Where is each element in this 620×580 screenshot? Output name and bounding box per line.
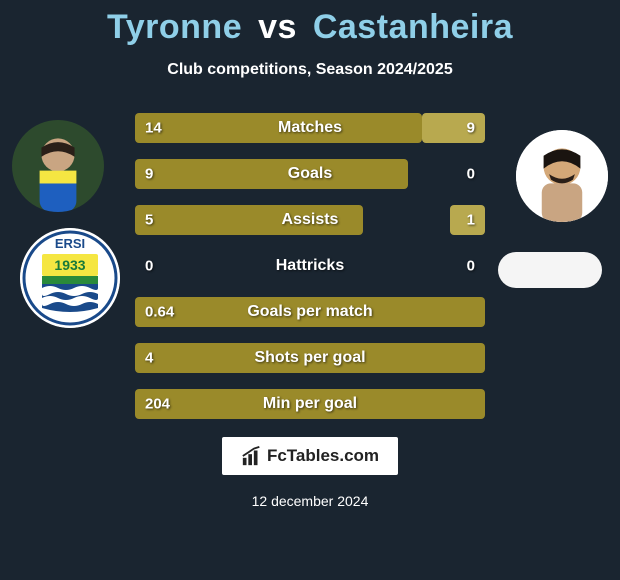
stat-label: Min per goal [135, 395, 485, 413]
season-subtitle: Club competitions, Season 2024/2025 [0, 61, 620, 79]
stat-label: Matches [135, 119, 485, 137]
stat-value-left: 14 [145, 120, 162, 137]
brand-text: FcTables.com [267, 446, 379, 466]
stat-value-left: 204 [145, 396, 170, 413]
date-label: 12 december 2024 [0, 493, 620, 509]
brand-badge: FcTables.com [222, 437, 398, 475]
player-2-name: Castanheira [313, 8, 513, 46]
stat-row: Hattricks0 0 [135, 251, 485, 281]
player-2-avatar-icon [516, 130, 608, 222]
stat-value-right: 1 [467, 212, 475, 229]
stat-label: Hattricks [135, 257, 485, 275]
stat-value-left: 5 [145, 212, 153, 229]
brand-chart-icon [241, 445, 263, 467]
stat-label: Shots per goal [135, 349, 485, 367]
player-2-avatar [516, 130, 608, 222]
comparison-title: Tyronne vs Castanheira [0, 0, 620, 47]
stat-label: Goals [135, 165, 485, 183]
stat-row: Goals per match0.64 [135, 297, 485, 327]
stat-label: Assists [135, 211, 485, 229]
stat-value-right: 0 [467, 258, 475, 275]
stat-row: Min per goal204 [135, 389, 485, 419]
stats-bars: Matches149Goals90Assists51Hattricks00Goa… [135, 113, 485, 419]
player-1-avatar [12, 120, 104, 212]
player-1-name: Tyronne [107, 8, 242, 46]
club-2-logo [498, 252, 602, 288]
svg-text:ERSI: ERSI [55, 236, 85, 251]
club-1-logo-icon: ERSI 1933 [20, 228, 120, 328]
stat-row: Shots per goal4 [135, 343, 485, 373]
stat-value-left: 9 [145, 166, 153, 183]
stat-row: Assists5 1 [135, 205, 485, 235]
stat-row: Matches14 9 [135, 113, 485, 143]
club-1-logo: ERSI 1933 [20, 228, 120, 328]
stat-label: Goals per match [135, 303, 485, 321]
stat-value-left: 4 [145, 350, 153, 367]
vs-label: vs [258, 8, 297, 46]
stat-value-right: 9 [467, 120, 475, 137]
stat-value-left: 0 [145, 258, 153, 275]
stat-row: Goals9 0 [135, 159, 485, 189]
stat-value-left: 0.64 [145, 304, 174, 321]
player-1-avatar-icon [12, 120, 104, 212]
svg-text:1933: 1933 [54, 257, 85, 273]
stat-value-right: 0 [467, 166, 475, 183]
